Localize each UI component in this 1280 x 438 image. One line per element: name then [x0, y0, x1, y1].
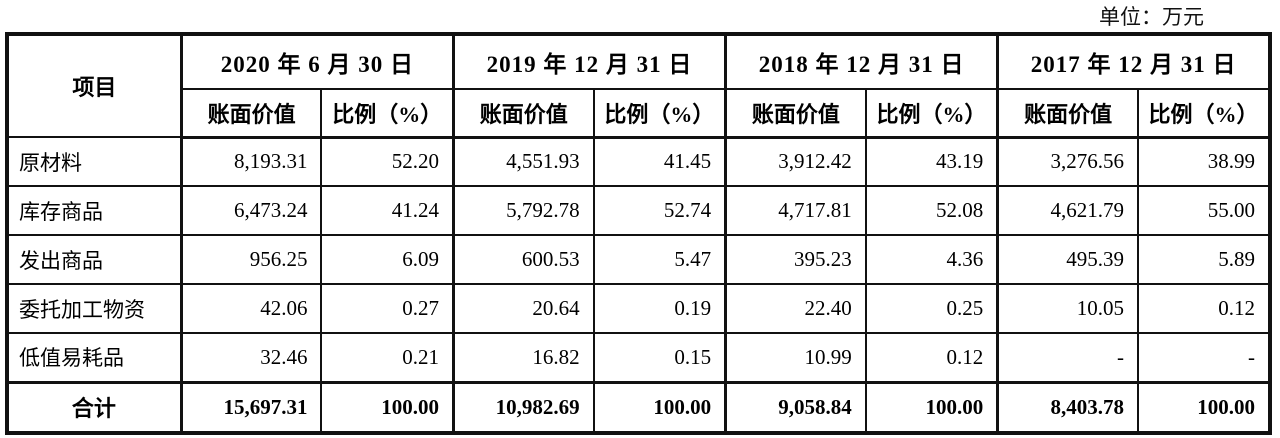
cell-total-value: 100.00	[864, 380, 999, 434]
table-row-raw-materials: 原材料 8,193.31 52.20 4,551.93 41.45 3,912.…	[5, 136, 1272, 187]
cell-value: 600.53	[451, 234, 595, 285]
inventory-composition-table: 项目 2020 年 6 月 30 日 2019 年 12 月 31 日 2018…	[5, 32, 1272, 435]
cell-value: 395.23	[724, 234, 867, 285]
row-label: 发出商品	[5, 234, 183, 285]
cell-value: 52.20	[320, 136, 455, 187]
column-header-ratio: 比例（%）	[592, 88, 727, 139]
row-label-total: 合计	[5, 380, 183, 434]
column-header-book-value: 账面价值	[996, 88, 1139, 139]
cell-value: 4,551.93	[451, 136, 595, 187]
cell-value: 0.25	[864, 283, 999, 334]
cell-value: 42.06	[179, 283, 323, 334]
column-header-ratio: 比例（%）	[1136, 88, 1272, 139]
cell-value: 52.74	[592, 185, 727, 236]
cell-value: 6.09	[320, 234, 455, 285]
cell-total-value: 8,403.78	[996, 380, 1139, 434]
column-header-date-2019: 2019 年 12 月 31 日	[451, 33, 727, 90]
cell-total-value: 15,697.31	[179, 380, 323, 434]
cell-value: 0.15	[592, 332, 727, 383]
column-header-ratio: 比例（%）	[864, 88, 999, 139]
table-row-low-value-consumables: 低值易耗品 32.46 0.21 16.82 0.15 10.99 0.12 -…	[5, 332, 1272, 383]
cell-value: 32.46	[179, 332, 323, 383]
cell-value: 4,621.79	[996, 185, 1139, 236]
table-row-total: 合计 15,697.31 100.00 10,982.69 100.00 9,0…	[5, 380, 1272, 434]
cell-value: 5,792.78	[451, 185, 595, 236]
cell-value: 0.19	[592, 283, 727, 334]
cell-value: 0.27	[320, 283, 455, 334]
cell-total-value: 10,982.69	[451, 380, 595, 434]
row-label: 委托加工物资	[5, 283, 183, 334]
row-label: 原材料	[5, 136, 183, 187]
column-header-date-2020: 2020 年 6 月 30 日	[179, 33, 455, 90]
row-label: 库存商品	[5, 185, 183, 236]
header-row-subcolumns: 账面价值 比例（%） 账面价值 比例（%） 账面价值 比例（%） 账面价值 比例…	[7, 88, 1272, 139]
cell-value: 10.05	[996, 283, 1139, 334]
cell-value: 6,473.24	[179, 185, 323, 236]
cell-value: 4.36	[864, 234, 999, 285]
column-header-date-2018: 2018 年 12 月 31 日	[724, 33, 999, 90]
cell-value: -	[996, 332, 1139, 383]
table-row-goods-shipped: 发出商品 956.25 6.09 600.53 5.47 395.23 4.36…	[5, 234, 1272, 285]
column-header-book-value: 账面价值	[724, 88, 867, 139]
cell-value: 55.00	[1136, 185, 1272, 236]
cell-total-value: 100.00	[1136, 380, 1272, 434]
cell-value: 41.45	[592, 136, 727, 187]
cell-value: 10.99	[724, 332, 867, 383]
cell-value: -	[1136, 332, 1272, 383]
unit-label: 单位：万元	[1099, 5, 1204, 29]
cell-total-value: 100.00	[320, 380, 455, 434]
table-row-stock-goods: 库存商品 6,473.24 41.24 5,792.78 52.74 4,717…	[5, 185, 1272, 236]
cell-value: 0.21	[320, 332, 455, 383]
row-label: 低值易耗品	[5, 332, 183, 383]
header-row-dates: 项目 2020 年 6 月 30 日 2019 年 12 月 31 日 2018…	[5, 33, 1272, 138]
cell-total-value: 9,058.84	[724, 380, 867, 434]
cell-value: 0.12	[1136, 283, 1272, 334]
column-header-item: 项目	[5, 33, 183, 138]
cell-value: 16.82	[451, 332, 595, 383]
cell-value: 20.64	[451, 283, 595, 334]
cell-value: 495.39	[996, 234, 1139, 285]
cell-value: 4,717.81	[724, 185, 867, 236]
cell-value: 5.47	[592, 234, 727, 285]
column-header-ratio: 比例（%）	[320, 88, 455, 139]
cell-value: 22.40	[724, 283, 867, 334]
table-row-entrusted-processing-materials: 委托加工物资 42.06 0.27 20.64 0.19 22.40 0.25 …	[5, 283, 1272, 334]
cell-value: 8,193.31	[179, 136, 323, 187]
column-header-date-2017: 2017 年 12 月 31 日	[996, 33, 1272, 90]
cell-value: 41.24	[320, 185, 455, 236]
cell-value: 5.89	[1136, 234, 1272, 285]
cell-value: 0.12	[864, 332, 999, 383]
cell-value: 3,276.56	[996, 136, 1139, 187]
column-header-book-value: 账面价值	[179, 88, 323, 139]
cell-value: 38.99	[1136, 136, 1272, 187]
cell-value: 956.25	[179, 234, 323, 285]
cell-value: 43.19	[864, 136, 999, 187]
cell-value: 52.08	[864, 185, 999, 236]
column-header-book-value: 账面价值	[451, 88, 595, 139]
cell-value: 3,912.42	[724, 136, 867, 187]
cell-total-value: 100.00	[592, 380, 727, 434]
